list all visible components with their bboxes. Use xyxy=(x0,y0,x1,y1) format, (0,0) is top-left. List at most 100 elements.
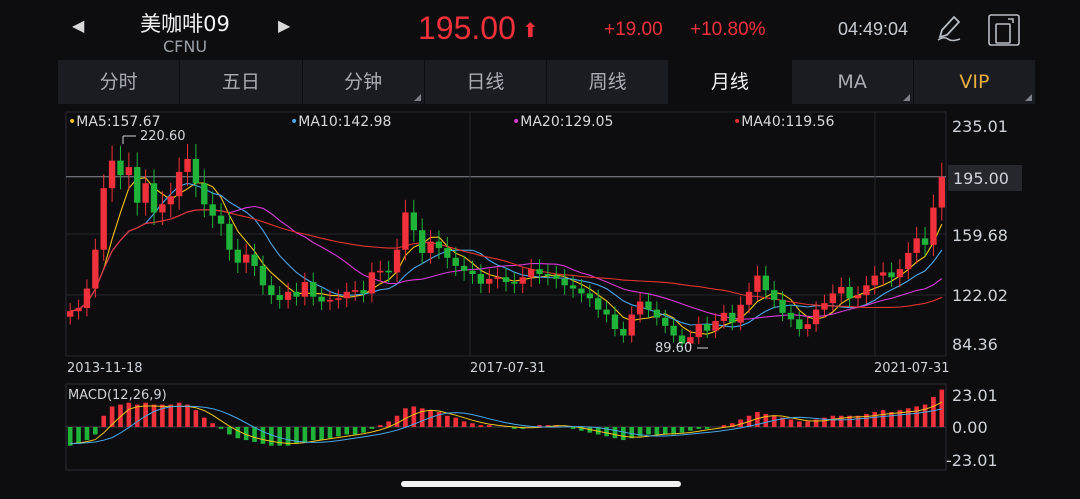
candle-body xyxy=(243,254,250,263)
candle-body xyxy=(636,301,644,315)
candle-body xyxy=(653,309,661,318)
candle-body xyxy=(494,277,501,279)
ma5-line xyxy=(70,177,943,335)
candle-body xyxy=(469,270,476,274)
price-tick: 159.68 xyxy=(952,226,1008,245)
candle-body xyxy=(737,304,744,323)
candle-body xyxy=(678,335,686,344)
pencil-draw-icon[interactable] xyxy=(934,12,964,48)
candle-body xyxy=(796,319,803,330)
candle-body xyxy=(326,299,334,302)
candle-body xyxy=(360,290,367,294)
candle-body xyxy=(67,311,74,317)
tab-five-day[interactable]: 五日 xyxy=(180,60,303,104)
candle-body xyxy=(410,212,417,231)
tab-weekly[interactable]: 周线 xyxy=(547,60,670,104)
ma10-legend: •MA10:142.98 xyxy=(290,114,391,130)
candle-body xyxy=(703,324,711,331)
macd-label: MACD(12,26,9) xyxy=(68,388,167,403)
date-tick: 2013-11-18 xyxy=(67,361,143,376)
candle-body xyxy=(913,238,920,253)
candle-body xyxy=(142,183,149,203)
candle-body xyxy=(226,223,233,250)
candle-body xyxy=(762,275,769,291)
candle-body xyxy=(536,269,543,274)
ma40-line xyxy=(70,209,943,312)
candle-body xyxy=(938,176,945,208)
macd-dea-line xyxy=(70,405,942,445)
candle-body xyxy=(108,160,116,189)
candle-body xyxy=(125,167,133,176)
macd-tick: 23.01 xyxy=(952,386,998,405)
candle-body xyxy=(192,158,200,184)
candle-body xyxy=(318,296,325,302)
candle-body xyxy=(888,272,895,278)
tab-vip[interactable]: VIP xyxy=(914,60,1036,104)
candle-body xyxy=(603,309,610,315)
candle-body xyxy=(150,183,158,213)
prev-stock-arrow-icon[interactable]: ◀ xyxy=(72,16,85,35)
candle-body xyxy=(687,337,694,344)
candle-body xyxy=(745,291,753,305)
candle-body xyxy=(812,309,820,325)
candle-body xyxy=(695,324,702,338)
candle-body xyxy=(879,272,887,276)
stock-name: 美咖啡09 xyxy=(140,12,230,36)
candle-body xyxy=(477,273,485,284)
candle-body xyxy=(460,265,468,271)
candle-body xyxy=(184,158,191,172)
candle-body xyxy=(159,204,166,213)
candle-body xyxy=(377,270,384,273)
tab-ma[interactable]: MA xyxy=(792,60,914,104)
candle-body xyxy=(117,160,124,176)
date-tick: 2017-07-31 xyxy=(470,361,546,376)
candle-body xyxy=(553,275,560,279)
candle-body xyxy=(167,196,174,205)
candle-body xyxy=(175,171,183,197)
candle-body xyxy=(452,257,459,266)
candle-body xyxy=(771,290,778,300)
candle-body xyxy=(670,325,677,336)
tab-minute[interactable]: 分钟 xyxy=(303,60,425,104)
candle-body xyxy=(402,212,409,250)
kline-chart[interactable]: •MA5:157.67 •MA10:142.98 •MA20:129.05 •M… xyxy=(0,104,1080,480)
candle-body xyxy=(586,293,593,299)
candle-body xyxy=(729,312,736,323)
candle-body xyxy=(527,269,535,278)
period-tabs: 分时 五日 分钟 日线 周线 月线 MA VIP xyxy=(58,60,1036,104)
macd-tick: 0.00 xyxy=(952,418,988,437)
price-change-percent: +10.80% xyxy=(690,19,766,40)
tab-intraday[interactable]: 分时 xyxy=(58,60,181,104)
candle-body xyxy=(569,285,577,289)
candle-body xyxy=(284,291,292,300)
candle-body xyxy=(427,241,434,253)
candle-body xyxy=(611,314,619,330)
candle-body xyxy=(393,249,401,273)
rotate-screen-icon[interactable] xyxy=(986,12,1022,52)
candle-body xyxy=(779,299,786,313)
candle-body xyxy=(854,295,862,299)
home-indicator[interactable] xyxy=(401,481,681,487)
dropdown-corner-icon xyxy=(413,94,421,101)
candle-body xyxy=(905,252,912,270)
high-price-label: 220.60 xyxy=(140,129,186,144)
quote-time: 04:49:04 xyxy=(838,19,909,39)
candle-body xyxy=(896,269,904,278)
macd-tick: -23.01 xyxy=(946,451,998,470)
price-tick: 122.02 xyxy=(952,286,1008,305)
candle-body xyxy=(368,272,376,294)
ma5-legend: •MA5:157.67 xyxy=(68,114,161,130)
candle-body xyxy=(134,167,141,203)
candle-body xyxy=(444,248,451,258)
tab-daily[interactable]: 日线 xyxy=(425,60,547,104)
candle-body xyxy=(712,320,719,331)
candle-body xyxy=(863,285,870,296)
candle-body xyxy=(662,317,669,326)
candle-body xyxy=(351,290,359,292)
candle-body xyxy=(209,204,216,216)
tab-monthly[interactable]: 月线 xyxy=(669,60,792,104)
next-stock-arrow-icon[interactable]: ▶ xyxy=(278,16,291,35)
candle-body xyxy=(234,249,241,263)
candle-body xyxy=(217,215,225,224)
candle-body xyxy=(310,282,317,297)
